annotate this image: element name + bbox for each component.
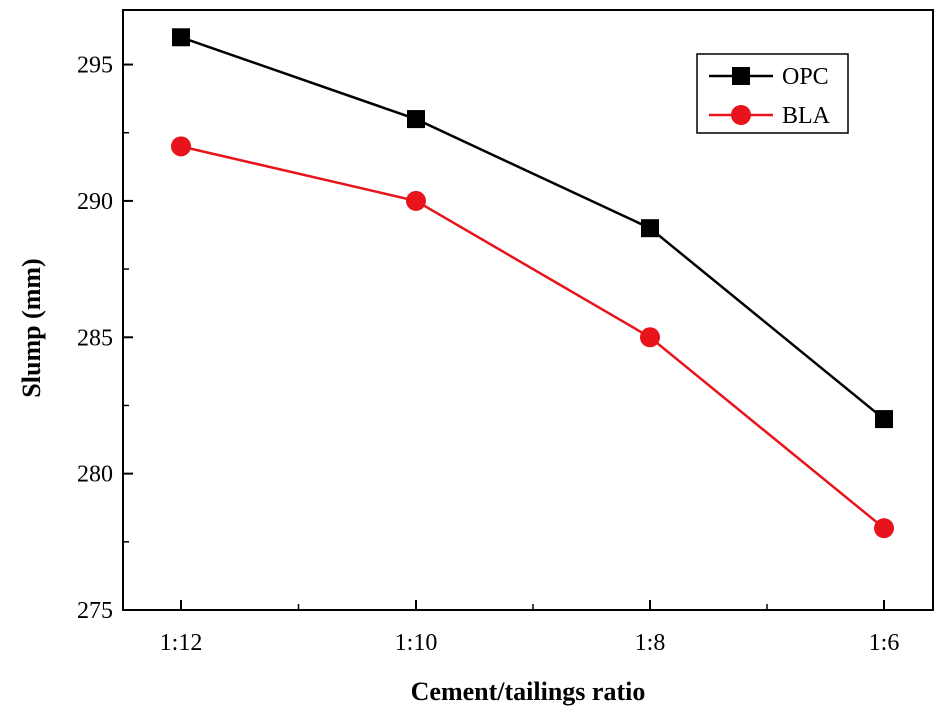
legend: OPC BLA <box>696 53 849 134</box>
data-point-bla <box>640 327 660 348</box>
data-point-bla <box>406 190 426 211</box>
plot-area <box>122 9 934 611</box>
y-tick-label: 285 <box>77 325 113 351</box>
series-layer <box>171 28 894 539</box>
legend-marker-bla <box>731 105 751 125</box>
x-tick-label: 1:6 <box>869 630 900 656</box>
x-tick-label: 1:12 <box>160 630 203 656</box>
data-point-opc <box>641 219 659 238</box>
y-tick-label: 295 <box>77 53 113 79</box>
series-line-bla <box>180 145 885 530</box>
y-tick-label: 275 <box>77 598 113 624</box>
x-tick-label: 1:10 <box>395 630 438 656</box>
x-tick-label: 1:8 <box>635 630 666 656</box>
plot-frame <box>122 9 934 611</box>
legend-label-opc: OPC <box>782 64 829 90</box>
x-axis-title: Cement/tailings ratio <box>411 677 646 706</box>
legend-label-bla: BLA <box>782 103 831 129</box>
y-tick-label: 280 <box>77 462 113 488</box>
y-axis-title: Slump (mm) <box>17 258 46 397</box>
data-point-opc <box>875 410 893 429</box>
series-line-opc <box>180 36 885 421</box>
data-point-bla <box>874 518 894 539</box>
legend-box <box>696 53 849 134</box>
data-point-bla <box>171 136 191 157</box>
x-axis: 1:12 1:10 1:8 1:6 <box>160 600 900 656</box>
data-point-opc <box>407 110 425 129</box>
y-tick-label: 290 <box>77 189 113 215</box>
legend-marker-opc <box>732 67 750 85</box>
y-axis: 275 280 285 290 295 <box>77 53 133 624</box>
data-point-opc <box>172 28 190 47</box>
